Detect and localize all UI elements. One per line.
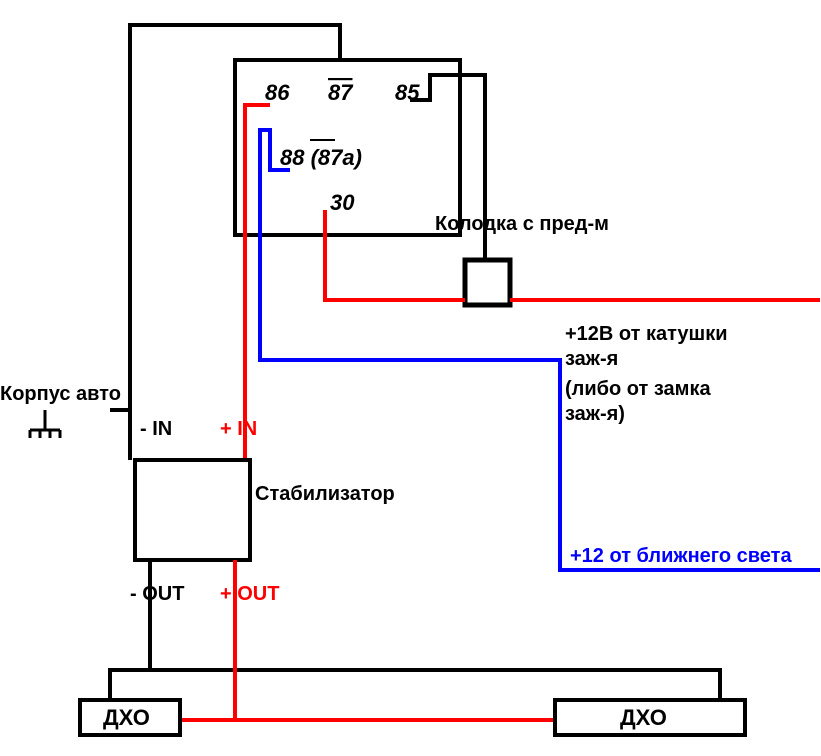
fuse-block: [465, 260, 510, 305]
plus-out-label: + OUT: [220, 583, 279, 605]
src12v-l2: заж-я: [565, 348, 618, 370]
plus-in-label: + IN: [220, 418, 257, 440]
stabilizer-label: Стабилизатор: [255, 483, 395, 505]
src12v-l4: заж-я): [565, 403, 625, 425]
minus-in-label: - IN: [140, 418, 172, 440]
stabilizer-box: [135, 460, 250, 560]
pin-30: 30: [330, 190, 355, 215]
ground-symbol: [30, 410, 60, 438]
wire-minus-out-left: [110, 560, 150, 700]
wiring-diagram: 86 87 85 88 (87a) 30 Колодка с пред-м +1…: [0, 0, 821, 756]
src12v-l3: (либо от замка: [565, 378, 711, 400]
blue-source-label: +12 от ближнего света: [570, 545, 792, 567]
drl-left-label: ДХО: [103, 705, 150, 730]
pin-86: 86: [265, 80, 290, 105]
pin-88: 88 (87a): [280, 145, 362, 170]
minus-out-label: - OUT: [130, 583, 184, 605]
pin-87: 87: [328, 80, 354, 105]
fuse-block-label: Колодка с пред-м: [435, 213, 609, 235]
src12v-l1: +12В от катушки: [565, 323, 728, 345]
drl-right-label: ДХО: [620, 705, 667, 730]
body-label: Корпус авто: [0, 383, 121, 405]
